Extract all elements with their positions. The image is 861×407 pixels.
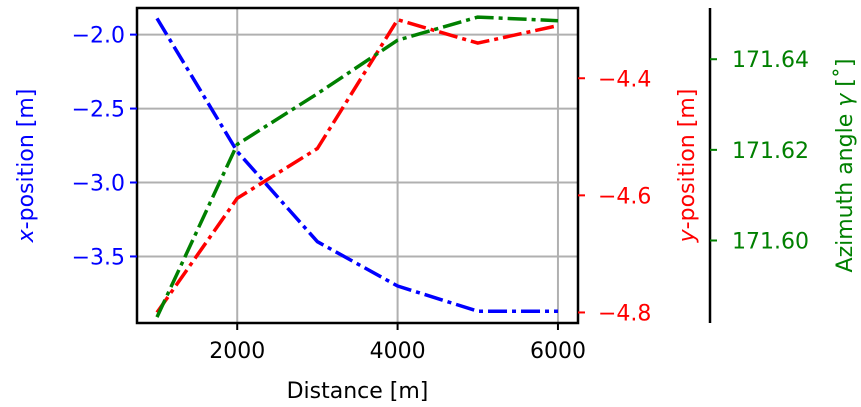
azimuth-tick-label: 171.60 xyxy=(732,230,809,255)
left-y-axis-label: x-position [m] xyxy=(14,89,39,244)
right-y-axis-label: y-position [m] xyxy=(675,89,700,244)
plot-frame xyxy=(135,6,580,325)
right-y-tick-label: −4.8 xyxy=(598,301,651,326)
azimuth-axis-label: Azimuth angle γ [˚] xyxy=(833,59,858,273)
grid-lines xyxy=(137,8,578,323)
azimuth-tick-label: 171.64 xyxy=(732,48,809,73)
axis-labels: Distance [m] x-position [m] y-position [m]… xyxy=(14,59,858,404)
left-y-tick-label: −3.0 xyxy=(72,172,125,197)
x-axis-label: Distance [m] xyxy=(287,379,429,404)
left-y-tick-label: −2.5 xyxy=(72,98,125,123)
left-y-tick-label: −2.0 xyxy=(72,24,125,49)
x-tick-label: 2000 xyxy=(209,339,265,364)
left-y-tick-label: −3.5 xyxy=(72,245,125,270)
axes: 2000 4000 6000 −2.0 −2.5 −3.0 −3.5 −4.4 −4.6 −4.8… xyxy=(72,6,809,364)
right-y-tick-label: −4.6 xyxy=(598,184,651,209)
right-y-tick-label: −4.4 xyxy=(598,67,651,92)
data-series xyxy=(155,15,559,318)
x-tick-label: 6000 xyxy=(530,339,586,364)
series-line-1 xyxy=(155,17,559,314)
series-line-0 xyxy=(155,17,558,313)
series-line-2 xyxy=(155,15,559,318)
x-tick-label: 4000 xyxy=(370,339,426,364)
azimuth-tick-label: 171.62 xyxy=(732,139,809,164)
